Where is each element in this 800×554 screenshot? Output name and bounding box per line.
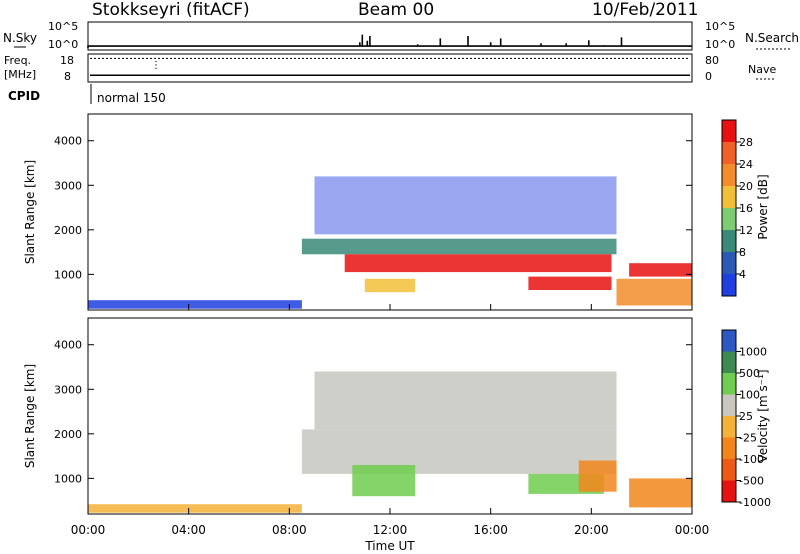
- x-tick-label: 04:00: [171, 523, 206, 537]
- colorbar-tick-label: 12: [739, 224, 753, 237]
- freq-outlier-marks: ⋮: [151, 60, 161, 71]
- colorbar-tick-label: 500: [739, 367, 760, 380]
- freq-right-tick-bottom: 0: [705, 70, 712, 83]
- x-tick-label: 12:00: [373, 523, 408, 537]
- colorbar-tick-label: 25: [739, 410, 753, 423]
- colorbar-swatch: [722, 330, 736, 352]
- colorbar-tick-label: 100: [739, 389, 760, 402]
- nsky-label: N.Sky: [3, 31, 37, 45]
- heatmap-region: [344, 254, 612, 273]
- cpid-label: CPID: [8, 89, 40, 103]
- y-tick-label: 2000: [54, 224, 82, 237]
- velocity-y-axis-label: Slant Range [km]: [23, 364, 37, 468]
- power-heatmap: [88, 176, 692, 309]
- heatmap-region: [314, 371, 617, 430]
- y-tick-label: 3000: [54, 179, 82, 192]
- colorbar-swatch: [722, 120, 736, 142]
- station-title: Stokkseyri (fitACF): [92, 0, 250, 20]
- nsky-left-tick-bottom: 10^0: [48, 38, 78, 51]
- heatmap-region: [352, 465, 416, 497]
- y-tick-label: 2000: [54, 428, 82, 441]
- colorbar-swatch: [722, 373, 736, 395]
- power-colorbar-label: Power [dB]: [756, 174, 770, 239]
- power-colorbar: 28 24 20 16 12 8 4: [721, 119, 753, 297]
- colorbar-swatch: [722, 142, 736, 164]
- colorbar-swatch: [722, 230, 736, 252]
- velocity-heatmap: [88, 371, 692, 513]
- heatmap-region: [314, 176, 617, 235]
- nsky-panel-frame: [87, 21, 693, 51]
- y-tick-label: 4000: [54, 135, 82, 148]
- colorbar-swatch: [722, 459, 736, 481]
- heatmap-region: [629, 263, 692, 277]
- freq-unit: [MHz]: [4, 68, 36, 81]
- x-tick-label: 20:00: [574, 523, 609, 537]
- nsky-series-line: [87, 34, 692, 48]
- colorbar-tick-label: 4: [739, 268, 746, 281]
- power-y-ticks: 1000 2000 3000 4000: [54, 135, 692, 281]
- nsky-right-tick-bottom: 10^0: [705, 38, 735, 51]
- colorbar-tick-label: -500: [739, 475, 764, 488]
- x-axis-ticks: 00:00 04:00 08:00 12:00 16:00 20:00 00:00: [71, 304, 710, 537]
- colorbar-tick-label: -100: [739, 453, 764, 466]
- cpid-value: normal 150: [97, 91, 166, 105]
- nave-label: Nave: [748, 63, 776, 76]
- colorbar-swatch: [722, 480, 736, 502]
- x-tick-label: 00:00: [71, 523, 106, 537]
- heatmap-region: [301, 429, 617, 474]
- colorbar-tick-label: 8: [739, 246, 746, 259]
- colorbar-swatch: [722, 416, 736, 438]
- freq-left-tick-top: 18: [60, 54, 74, 67]
- colorbar-tick-label: 20: [739, 180, 753, 193]
- x-tick-label: 16:00: [473, 523, 508, 537]
- colorbar-swatch: [722, 164, 736, 186]
- heatmap-region: [88, 300, 302, 309]
- freq-panel-frame: [87, 53, 693, 83]
- colorbar-swatch: [722, 351, 736, 373]
- heatmap-region: [301, 238, 617, 255]
- freq-left-tick-bottom: 8: [64, 70, 71, 83]
- x-tick-label: 00:00: [675, 523, 710, 537]
- x-axis-label: Time UT: [364, 539, 415, 553]
- velocity-colorbar-label: Velocity [m s⁻¹]: [756, 369, 770, 462]
- colorbar-swatch: [722, 394, 736, 416]
- freq-label: Freq.: [4, 54, 31, 67]
- heatmap-region: [88, 504, 302, 513]
- power-y-axis-label: Slant Range [km]: [23, 160, 37, 264]
- colorbar-tick-label: 24: [739, 158, 753, 171]
- velocity-colorbar: 1000 500 100 25 -25 -100 -500 -1000: [721, 329, 771, 509]
- heatmap-region: [364, 278, 416, 293]
- y-tick-label: 4000: [54, 339, 82, 352]
- colorbar-swatch: [722, 252, 736, 274]
- heatmap-region: [578, 460, 617, 492]
- nsearch-label: N.Search: [745, 31, 799, 45]
- y-tick-label: 1000: [54, 268, 82, 281]
- colorbar-swatch: [722, 186, 736, 208]
- y-tick-label: 3000: [54, 383, 82, 396]
- nsky-right-tick-top: 10^5: [705, 20, 735, 33]
- nsky-left-tick-top: 10^5: [48, 20, 78, 33]
- freq-right-tick-top: 80: [705, 54, 719, 67]
- y-tick-label: 1000: [54, 472, 82, 485]
- colorbar-swatch: [722, 208, 736, 230]
- colorbar-tick-label: 28: [739, 136, 753, 149]
- colorbar-tick-label: -1000: [739, 496, 771, 509]
- colorbar-tick-label: 1000: [739, 346, 767, 359]
- heatmap-region: [629, 478, 692, 508]
- colorbar-tick-label: -25: [739, 432, 757, 445]
- colorbar-tick-label: 16: [739, 202, 753, 215]
- velocity-y-ticks: 1000 2000 3000 4000: [54, 339, 692, 485]
- date-title: 10/Feb/2011: [592, 0, 698, 20]
- heatmap-region: [616, 278, 692, 306]
- beam-title: Beam 00: [358, 0, 434, 20]
- colorbar-swatch: [722, 274, 736, 296]
- x-tick-label: 08:00: [272, 523, 307, 537]
- colorbar-swatch: [722, 437, 736, 459]
- heatmap-region: [528, 276, 612, 290]
